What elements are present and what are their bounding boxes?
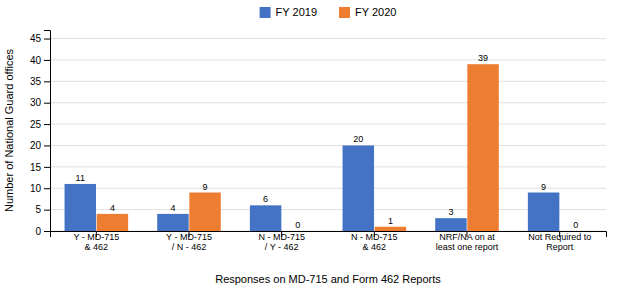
bar <box>435 218 466 231</box>
tick: 25 <box>30 119 50 130</box>
tick-mark <box>44 145 50 146</box>
bar <box>189 193 220 231</box>
tick: 20 <box>30 140 50 151</box>
grid-line <box>50 209 606 210</box>
tick-label: NRF/NA on atleast one report <box>436 232 499 252</box>
grid-line <box>50 166 606 167</box>
tick-label: N - MD-715& 462 <box>351 232 398 252</box>
grid-line <box>50 188 606 189</box>
legend-label: FY 2020 <box>355 6 396 18</box>
tick-label: 45 <box>30 33 42 44</box>
tick: N - MD-715& 462 <box>351 231 398 252</box>
tick: Not Required toReport <box>528 231 591 252</box>
legend-label: FY 2019 <box>276 6 317 18</box>
bar <box>65 184 96 231</box>
chart: 114620394901390051015202530354045Y - MD-… <box>0 0 618 289</box>
grid-line <box>50 145 606 146</box>
grid-line <box>50 59 606 60</box>
tick-mark <box>44 124 50 125</box>
data-label: 6 <box>263 194 268 204</box>
tick-label: 10 <box>30 183 42 194</box>
bar <box>375 227 406 231</box>
tick-label: N - MD-715/ Y - 462 <box>258 232 305 252</box>
axis-line <box>51 232 607 238</box>
x-axis-title: Responses on MD-715 and Form 462 Reports <box>215 273 441 285</box>
grid <box>50 39 606 231</box>
bar <box>157 214 188 231</box>
legend: FY 2019 FY 2020 <box>260 6 397 18</box>
bar <box>250 205 281 231</box>
bar <box>97 214 128 231</box>
tick-mark <box>44 39 50 40</box>
tick: Y - MD-715& 462 <box>73 231 119 252</box>
tick-label: 25 <box>30 119 42 130</box>
tick: NRF/NA on atleast one report <box>436 231 499 252</box>
grid-line <box>50 81 606 82</box>
tick-mark <box>44 81 50 82</box>
data-label: 20 <box>353 134 363 144</box>
tick-label: Y - MD-715/ N - 462 <box>166 232 212 252</box>
tick: 5 <box>35 204 50 215</box>
y-axis-title: Number of National Guard offices <box>3 48 15 212</box>
tick-label: 30 <box>30 97 42 108</box>
tick-mark <box>44 231 50 232</box>
data-labels: 114620394901390 <box>76 53 579 230</box>
data-label-series: 11 4 6 20 3 9 <box>76 134 547 217</box>
tick: 45 <box>30 33 50 44</box>
data-label: 9 <box>203 182 208 192</box>
tick-label: Not Required toReport <box>528 232 591 252</box>
bar <box>467 64 498 231</box>
tick-label: Y - MD-715& 462 <box>73 232 119 252</box>
grid-line <box>50 102 606 103</box>
legend-swatch <box>339 7 350 18</box>
bar <box>282 231 313 232</box>
tick-label: 40 <box>30 55 42 66</box>
tick: N - MD-715/ Y - 462 <box>258 231 305 252</box>
tick-mark <box>44 210 50 211</box>
bar <box>343 145 374 231</box>
bar <box>560 231 591 232</box>
tick: Y - MD-715/ N - 462 <box>166 231 212 252</box>
bars <box>65 64 560 231</box>
tick-label: 20 <box>30 140 42 151</box>
plot: 114620394901390051015202530354045Y - MD-… <box>30 31 607 252</box>
data-label: 4 <box>170 203 175 213</box>
data-label: 1 <box>388 216 393 226</box>
data-label: 3 <box>448 207 453 217</box>
data-label: 4 <box>110 203 115 213</box>
tick: 10 <box>30 183 50 194</box>
data-label: 39 <box>478 53 488 63</box>
grid-line <box>50 124 606 125</box>
tick: 40 <box>30 55 50 66</box>
data-label: 9 <box>541 182 546 192</box>
data-label: 0 <box>295 220 300 230</box>
tick-mark <box>44 188 50 189</box>
grid-line <box>50 38 606 39</box>
tick: 30 <box>30 97 50 108</box>
tick: 35 <box>30 76 50 87</box>
tick-mark <box>44 103 50 104</box>
tick-mark <box>44 60 50 61</box>
x-axis: Y - MD-715& 462 Y - MD-715/ N - 462 N - MD… <box>51 231 607 252</box>
legend-swatch <box>260 7 271 18</box>
tick-label: 35 <box>30 76 42 87</box>
legend-item: FY 2020 <box>339 6 396 18</box>
legend-item: FY 2019 <box>260 6 317 18</box>
tick: 0 <box>35 226 50 237</box>
data-label-series: 4901390 <box>110 53 578 230</box>
tick-label: 5 <box>35 204 41 215</box>
y-axis: 0 5 10 15 20 25 30 35 40 45 <box>30 31 51 237</box>
tick-mark <box>44 167 50 168</box>
bar-series <box>97 64 499 231</box>
data-label: 11 <box>76 173 85 183</box>
tick: 15 <box>30 162 50 173</box>
data-label: 0 <box>573 220 578 230</box>
tick-label: 15 <box>30 162 42 173</box>
tick-label: 0 <box>35 226 41 237</box>
axis-line <box>44 31 51 232</box>
bar <box>528 193 559 231</box>
